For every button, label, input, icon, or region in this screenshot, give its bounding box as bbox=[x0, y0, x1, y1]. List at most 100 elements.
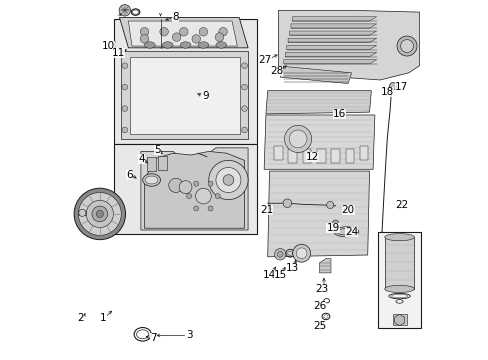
Circle shape bbox=[241, 127, 247, 133]
Circle shape bbox=[195, 188, 211, 204]
Circle shape bbox=[140, 27, 148, 36]
Text: 6: 6 bbox=[125, 170, 132, 180]
Circle shape bbox=[179, 181, 192, 194]
Polygon shape bbox=[141, 148, 247, 230]
Text: 5: 5 bbox=[154, 145, 161, 155]
Text: 15: 15 bbox=[273, 270, 286, 280]
Bar bbox=[288, 149, 296, 163]
Ellipse shape bbox=[180, 42, 190, 48]
Polygon shape bbox=[392, 314, 406, 325]
Circle shape bbox=[241, 106, 247, 111]
Polygon shape bbox=[280, 66, 351, 84]
Circle shape bbox=[160, 27, 168, 36]
Circle shape bbox=[140, 35, 148, 43]
Circle shape bbox=[122, 84, 127, 90]
Circle shape bbox=[79, 209, 86, 216]
Polygon shape bbox=[265, 91, 370, 114]
Polygon shape bbox=[283, 60, 376, 64]
Bar bbox=[316, 149, 325, 163]
Text: 24: 24 bbox=[345, 227, 358, 237]
Text: 23: 23 bbox=[315, 284, 328, 294]
Circle shape bbox=[186, 194, 191, 199]
Polygon shape bbox=[290, 24, 376, 28]
Bar bbox=[147, 157, 156, 171]
Text: 20: 20 bbox=[341, 205, 354, 215]
Text: 11: 11 bbox=[112, 48, 125, 58]
Circle shape bbox=[92, 206, 107, 222]
Circle shape bbox=[296, 248, 306, 258]
Polygon shape bbox=[292, 17, 376, 21]
Text: 19: 19 bbox=[326, 223, 339, 233]
Polygon shape bbox=[264, 115, 374, 169]
Text: 27: 27 bbox=[258, 55, 271, 65]
Bar bbox=[345, 149, 353, 163]
Circle shape bbox=[218, 27, 227, 36]
Polygon shape bbox=[121, 51, 247, 139]
Circle shape bbox=[122, 106, 127, 111]
Polygon shape bbox=[285, 53, 376, 57]
Circle shape bbox=[168, 178, 183, 193]
Polygon shape bbox=[119, 18, 247, 48]
Circle shape bbox=[122, 127, 127, 133]
Text: 14: 14 bbox=[263, 270, 276, 280]
Text: 10: 10 bbox=[102, 41, 114, 51]
Text: 16: 16 bbox=[332, 109, 345, 119]
Circle shape bbox=[179, 27, 188, 36]
Ellipse shape bbox=[144, 42, 155, 48]
Circle shape bbox=[119, 5, 130, 16]
Bar bbox=[114, 144, 257, 234]
Bar bbox=[378, 232, 421, 328]
Text: 1: 1 bbox=[100, 312, 106, 323]
Circle shape bbox=[396, 36, 416, 56]
Ellipse shape bbox=[198, 42, 208, 48]
Circle shape bbox=[216, 167, 241, 193]
Circle shape bbox=[241, 84, 247, 90]
Bar bbox=[158, 157, 166, 170]
Circle shape bbox=[292, 244, 310, 262]
Bar bbox=[274, 146, 282, 160]
Circle shape bbox=[288, 130, 306, 148]
Circle shape bbox=[400, 40, 413, 53]
Polygon shape bbox=[319, 258, 330, 273]
Text: 12: 12 bbox=[305, 152, 318, 162]
Circle shape bbox=[199, 27, 207, 36]
Polygon shape bbox=[289, 31, 376, 35]
Bar bbox=[331, 149, 339, 163]
Circle shape bbox=[192, 35, 200, 43]
Circle shape bbox=[207, 181, 213, 186]
Ellipse shape bbox=[162, 42, 173, 48]
Ellipse shape bbox=[333, 227, 358, 237]
Text: 17: 17 bbox=[394, 82, 407, 92]
Circle shape bbox=[193, 181, 198, 186]
Text: 26: 26 bbox=[312, 301, 325, 311]
Circle shape bbox=[241, 63, 247, 68]
Polygon shape bbox=[384, 237, 413, 289]
Text: 22: 22 bbox=[394, 200, 407, 210]
Text: 9: 9 bbox=[202, 91, 208, 101]
Polygon shape bbox=[130, 57, 240, 134]
Ellipse shape bbox=[384, 285, 413, 293]
Circle shape bbox=[283, 199, 291, 207]
Ellipse shape bbox=[384, 234, 413, 241]
Circle shape bbox=[208, 160, 247, 200]
Circle shape bbox=[326, 202, 333, 208]
Circle shape bbox=[389, 82, 396, 90]
Polygon shape bbox=[144, 152, 244, 228]
Circle shape bbox=[284, 125, 311, 153]
Circle shape bbox=[207, 206, 213, 211]
Ellipse shape bbox=[216, 42, 226, 48]
Text: 7: 7 bbox=[150, 333, 156, 343]
Circle shape bbox=[78, 193, 121, 235]
Bar bbox=[78, 211, 86, 215]
Text: 2: 2 bbox=[78, 313, 84, 323]
Polygon shape bbox=[394, 314, 404, 326]
Polygon shape bbox=[286, 45, 376, 50]
Polygon shape bbox=[267, 171, 369, 257]
Circle shape bbox=[223, 175, 233, 185]
Circle shape bbox=[332, 220, 338, 226]
Ellipse shape bbox=[145, 176, 158, 184]
Ellipse shape bbox=[142, 174, 160, 186]
Bar bbox=[114, 19, 257, 144]
Bar bbox=[302, 149, 311, 163]
Circle shape bbox=[193, 206, 198, 211]
